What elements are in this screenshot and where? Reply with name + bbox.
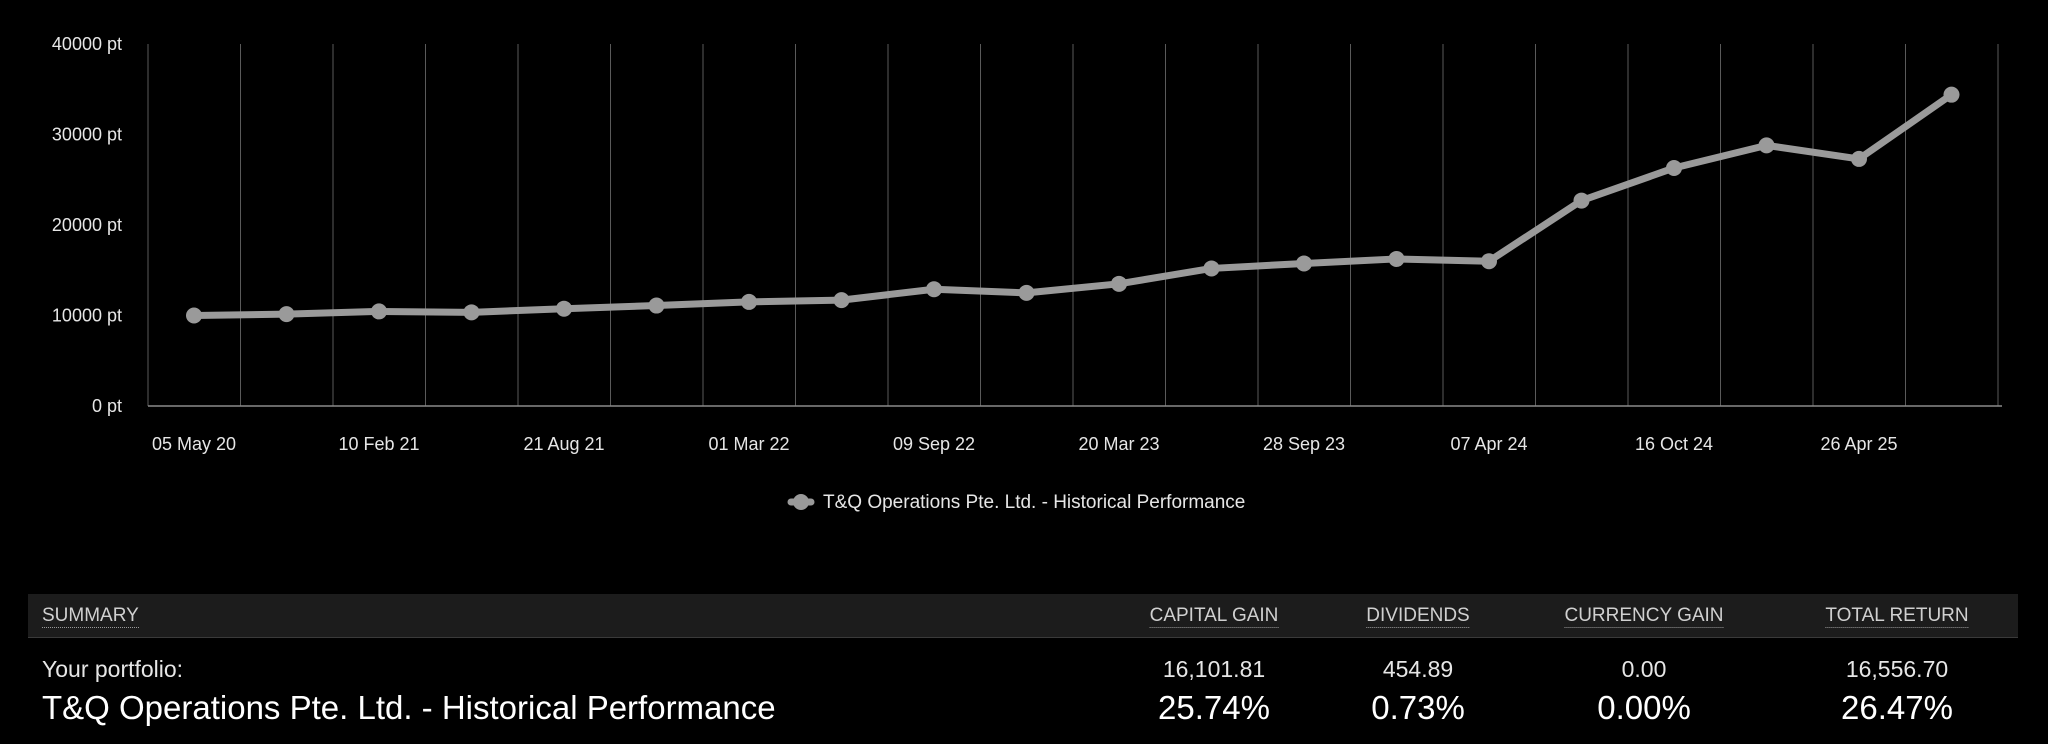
data-point[interactable] <box>833 292 850 309</box>
performance-chart: 0 pt 10000 pt 20000 pt 30000 pt 40000 pt 05 M… <box>52 34 2002 513</box>
y-tick-label: 10000 pt <box>52 306 122 326</box>
x-tick-label: 09 Sep 22 <box>893 434 975 454</box>
data-point[interactable] <box>371 303 387 320</box>
y-tick-label: 30000 pt <box>52 125 122 145</box>
data-point[interactable] <box>1481 253 1497 270</box>
portfolio-currency-gain: 0.00 <box>1621 656 1667 682</box>
data-point[interactable] <box>1943 86 1960 103</box>
x-tick-label: 28 Sep 23 <box>1263 434 1345 454</box>
chart-axes: 0 pt 10000 pt 20000 pt 30000 pt 40000 pt 05 M… <box>52 34 2002 454</box>
x-tick-label: 16 Oct 24 <box>1635 434 1713 454</box>
data-point[interactable] <box>1111 275 1127 292</box>
portfolio-row-label: Your portfolio: <box>42 656 184 682</box>
legend-label[interactable]: T&Q Operations Pte. Ltd. - Historical Pe… <box>823 492 1245 513</box>
performance-capital-gain: 25.74% <box>1158 689 1270 726</box>
series-line <box>190 91 1955 319</box>
dividends-header[interactable]: DIVIDENDS <box>1366 605 1470 628</box>
data-point[interactable] <box>1666 159 1682 176</box>
data-point[interactable] <box>1203 260 1220 277</box>
data-point[interactable] <box>1758 137 1775 154</box>
x-tick-label: 01 Mar 22 <box>708 434 789 454</box>
data-point[interactable] <box>556 300 572 317</box>
portfolio-capital-gain: 16,101.81 <box>1162 656 1266 682</box>
performance-total-return: 26.47% <box>1841 689 1953 726</box>
data-point[interactable] <box>1851 150 1867 167</box>
data-point[interactable] <box>648 297 665 314</box>
summary-header-row: SUMMARY CAPITAL GAIN DIVIDENDS CURRENCY … <box>28 594 2018 638</box>
currency-gain-header[interactable]: CURRENCY GAIN <box>1564 605 1724 628</box>
y-tick-label: 20000 pt <box>52 215 122 235</box>
data-point[interactable] <box>926 281 942 298</box>
data-point[interactable] <box>1388 250 1405 267</box>
data-point[interactable] <box>463 304 480 321</box>
chart-grid <box>147 44 1999 406</box>
data-point[interactable] <box>278 306 295 323</box>
x-tick-label: 26 Apr 25 <box>1820 434 1897 454</box>
data-point[interactable] <box>741 293 757 310</box>
performance-dividends: 0.73% <box>1371 689 1465 726</box>
total-return-header[interactable]: TOTAL RETURN <box>1825 605 1969 628</box>
y-tick-label: 0 pt <box>92 396 122 416</box>
y-tick-label: 40000 pt <box>52 34 122 54</box>
x-tick-label: 10 Feb 21 <box>338 434 419 454</box>
data-point[interactable] <box>1018 284 1035 301</box>
portfolio-dividends: 454.89 <box>1382 656 1454 682</box>
data-point[interactable] <box>186 307 202 324</box>
x-tick-label: 21 Aug 21 <box>523 434 604 454</box>
legend-marker-icon <box>793 494 809 510</box>
performance-row-label: T&Q Operations Pte. Ltd. - Historical Pe… <box>42 689 776 726</box>
chart-legend[interactable]: T&Q Operations Pte. Ltd. - Historical Pe… <box>787 492 1245 513</box>
data-point[interactable] <box>1573 192 1590 209</box>
summary-table: SUMMARY CAPITAL GAIN DIVIDENDS CURRENCY … <box>28 594 2018 744</box>
portfolio-total-return: 16,556.70 <box>1845 656 1949 682</box>
capital-gain-header[interactable]: CAPITAL GAIN <box>1149 605 1279 628</box>
summary-header-label[interactable]: SUMMARY <box>42 605 139 628</box>
x-tick-label: 05 May 20 <box>152 434 236 454</box>
chart-series <box>186 86 1960 324</box>
performance-currency-gain: 0.00% <box>1597 689 1691 726</box>
data-point[interactable] <box>1296 255 1312 272</box>
x-tick-label: 07 Apr 24 <box>1450 434 1527 454</box>
x-tick-label: 20 Mar 23 <box>1078 434 1159 454</box>
